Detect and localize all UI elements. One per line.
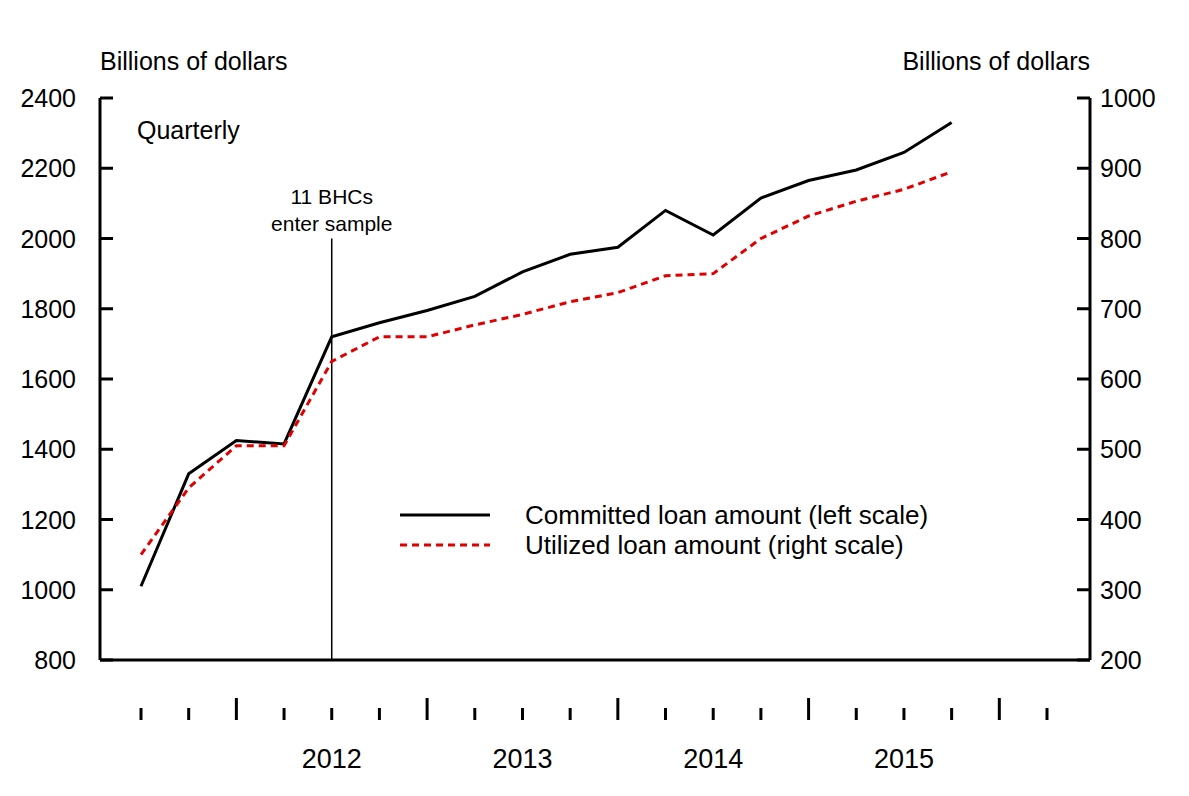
- svg-text:800: 800: [1100, 225, 1142, 253]
- svg-text:1800: 1800: [20, 295, 76, 323]
- svg-text:1000: 1000: [20, 576, 76, 604]
- svg-text:800: 800: [34, 646, 76, 674]
- svg-text:1200: 1200: [20, 506, 76, 534]
- svg-text:2015: 2015: [874, 744, 934, 774]
- svg-text:500: 500: [1100, 435, 1142, 463]
- svg-text:700: 700: [1100, 295, 1142, 323]
- svg-text:400: 400: [1100, 506, 1142, 534]
- svg-text:enter sample: enter sample: [271, 212, 392, 235]
- svg-text:2200: 2200: [20, 154, 76, 182]
- svg-text:2000: 2000: [20, 225, 76, 253]
- svg-text:2014: 2014: [683, 744, 743, 774]
- svg-text:1600: 1600: [20, 365, 76, 393]
- svg-text:1400: 1400: [20, 435, 76, 463]
- svg-text:2013: 2013: [492, 744, 552, 774]
- svg-text:Billions of dollars: Billions of dollars: [902, 47, 1090, 75]
- html-text:Committed loan amount (left sc: Committed loan amount (left scale): [525, 499, 929, 530]
- svg-text:600: 600: [1100, 365, 1142, 393]
- svg-text:900: 900: [1100, 154, 1142, 182]
- svg-text:1000: 1000: [1100, 84, 1156, 112]
- svg-text:Quarterly: Quarterly: [137, 116, 240, 144]
- svg-text:2400: 2400: [20, 84, 76, 112]
- svg-text:300: 300: [1100, 576, 1142, 604]
- svg-text:2012: 2012: [302, 744, 362, 774]
- svg-text:11 BHCs: 11 BHCs: [290, 185, 372, 208]
- svg-text:Billions of dollars: Billions of dollars: [100, 47, 288, 75]
- html-text:Utilized loan amount (right sc: Utilized loan amount (right scale): [525, 529, 904, 560]
- svg-text:200: 200: [1100, 646, 1142, 674]
